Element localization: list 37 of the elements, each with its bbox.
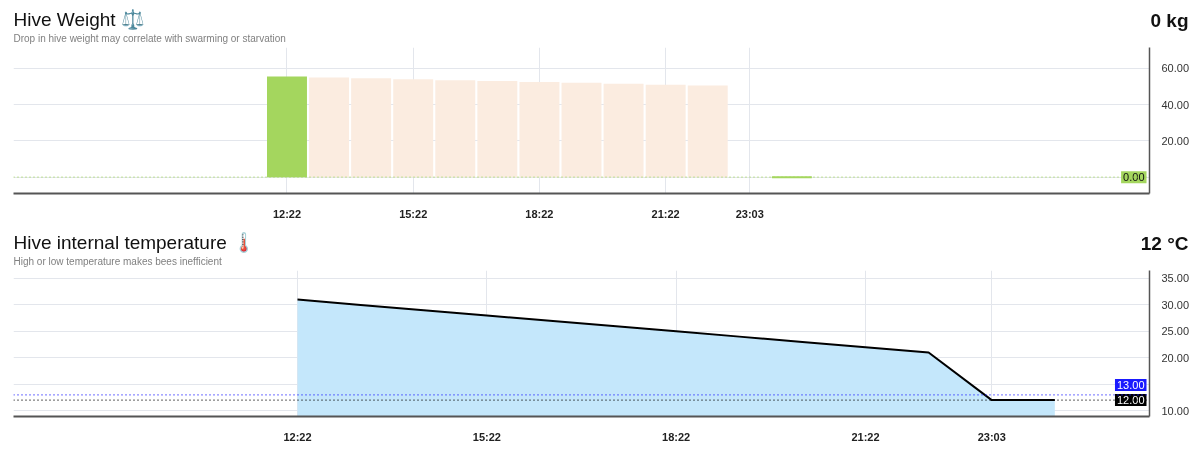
- y-tick-label: 20.00: [1161, 351, 1190, 364]
- x-tick-label: 12:22: [272, 207, 302, 220]
- chart-subtitle: High or low temperature makes bees inefficient: [13, 256, 222, 267]
- x-tick-label: 18:22: [662, 430, 691, 443]
- ref-line-label: 0.00: [1123, 171, 1145, 184]
- y-tick-label: 25.00: [1161, 325, 1190, 338]
- x-tick-label: 15:22: [399, 207, 428, 220]
- y-tick-label: 20.00: [1161, 134, 1190, 147]
- x-tick-label: 12:22: [283, 430, 312, 443]
- y-tick-label: 10.00: [1161, 404, 1190, 417]
- bar: [477, 81, 518, 178]
- bar: [561, 82, 602, 178]
- y-tick-label: 60.00: [1161, 62, 1190, 75]
- bar: [351, 78, 392, 178]
- x-tick-label: 23:03: [735, 207, 764, 220]
- x-tick-label: 21:22: [651, 207, 680, 220]
- ref-line-label: 12.00: [1116, 394, 1145, 407]
- bar: [645, 84, 686, 178]
- x-tick-label: 21:22: [851, 430, 880, 443]
- chart-subtitle: Drop in hive weight may correlate with swarming or starvation: [13, 33, 286, 44]
- bar: [393, 79, 434, 178]
- bar: [435, 80, 476, 178]
- bar: [687, 85, 728, 178]
- chart-title: Hive Weight ⚖: [13, 8, 145, 31]
- x-tick-label: 15:22: [472, 430, 501, 443]
- y-tick-label: 35.00: [1161, 272, 1190, 285]
- y-tick-label: 30.00: [1161, 298, 1190, 311]
- bar: [309, 77, 350, 178]
- ref-line-label: 13.00: [1116, 379, 1145, 392]
- y-tick-label: 40.00: [1161, 98, 1190, 111]
- text: 12 °C: [1140, 233, 1189, 254]
- x-tick-label: 18:22: [525, 207, 554, 220]
- text: 0 kg: [1150, 10, 1189, 31]
- x-tick-label: 23:03: [977, 430, 1006, 443]
- bar: [603, 83, 644, 178]
- bar: [519, 81, 560, 178]
- chart-title: Hive internal temperature 🌡: [13, 231, 257, 254]
